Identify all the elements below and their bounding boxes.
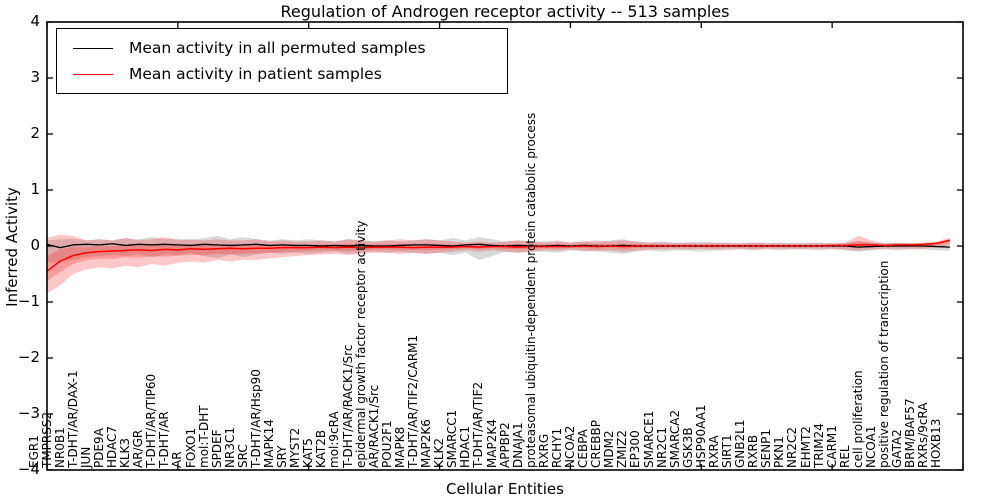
category-label: T-DHT/AR/DAX-1 <box>65 370 80 468</box>
category-label: SPDEF <box>209 429 224 468</box>
category-label: T-DHT/AR/TIF2 <box>471 381 486 468</box>
category-label: RXRA <box>706 435 721 468</box>
category-label: mol:T-DHT <box>196 405 211 468</box>
chart-title: Regulation of Androgen receptor activity… <box>280 2 730 21</box>
category-label: APPBP2 <box>497 422 512 468</box>
category-label: TRIM24 <box>811 423 826 468</box>
category-label: FOXO1 <box>183 427 198 468</box>
category-label: proteasomal ubiquitin-dependent protein … <box>523 112 538 468</box>
legend-item-patient: Mean activity in patient samples <box>57 65 507 83</box>
y-tick-label: −2 <box>17 348 40 366</box>
category-label: NR0B1 <box>52 427 67 468</box>
category-label: GSK3B <box>680 427 695 468</box>
legend: Mean activity in all permuted samples Me… <box>56 28 508 94</box>
category-label: AR <box>170 451 185 468</box>
y-tick-label: 3 <box>30 68 40 86</box>
category-label: TMPRSS2 <box>39 411 54 468</box>
permuted-mean-line-dashes <box>46 243 950 249</box>
y-tick-label: −4 <box>17 460 40 478</box>
category-label: EP300 <box>628 430 643 468</box>
category-label: NR2C1 <box>654 427 669 468</box>
category-label: NR3C1 <box>222 427 237 468</box>
category-label: EHMT2 <box>798 426 813 468</box>
legend-label-permuted: Mean activity in all permuted samples <box>129 39 426 57</box>
permuted-line-sample <box>73 47 113 49</box>
category-label: DNAJA1 <box>510 422 525 468</box>
category-label: MAP2K4 <box>484 419 499 468</box>
category-label: REL <box>837 445 852 468</box>
category-label: POU2F1 <box>379 420 394 468</box>
y-tick-label: 4 <box>30 12 40 30</box>
category-label: SRC <box>235 444 250 468</box>
category-label: CARM1 <box>824 425 839 468</box>
category-label: RXRG <box>536 433 551 468</box>
category-label: T-DHT/AR/Hsp90 <box>248 369 263 468</box>
patient-confidence-band-inner <box>47 239 950 282</box>
category-label: MAPK8 <box>392 426 407 468</box>
category-label: SMARCA2 <box>667 409 682 468</box>
category-label: AR/RACK1/Src <box>366 384 381 468</box>
legend-label-patient: Mean activity in patient samples <box>129 65 382 83</box>
category-label: JUN <box>78 446 93 468</box>
category-label: HOXB13 <box>929 418 944 468</box>
legend-item-permuted: Mean activity in all permuted samples <box>57 39 507 57</box>
y-tick-label: −3 <box>17 404 40 422</box>
patient-confidence-band-outer <box>47 234 950 294</box>
y-tick-label: 2 <box>30 124 40 142</box>
y-tick-label: 1 <box>30 180 40 198</box>
category-label: PDE9A <box>91 428 106 468</box>
category-label: EGR1 <box>26 435 41 468</box>
patient-line-sample <box>73 73 113 75</box>
category-label: cell proliferation <box>850 370 865 468</box>
category-label: HSP90AA1 <box>693 404 708 468</box>
category-label: T-DHT/AR/RACK1/Src <box>340 344 355 468</box>
category-label: epidermal growth factor receptor activit… <box>353 220 368 468</box>
category-label: RCHY1 <box>549 427 564 468</box>
y-tick-label: 0 <box>30 236 40 254</box>
category-label: mol:9cRA <box>327 411 342 468</box>
x-axis-label: Cellular Entities <box>446 480 564 498</box>
category-label: SMARCE1 <box>641 410 656 468</box>
category-label: NR2C2 <box>785 427 800 468</box>
y-tick-label: −1 <box>17 292 40 310</box>
permuted-confidence-band <box>47 235 950 263</box>
